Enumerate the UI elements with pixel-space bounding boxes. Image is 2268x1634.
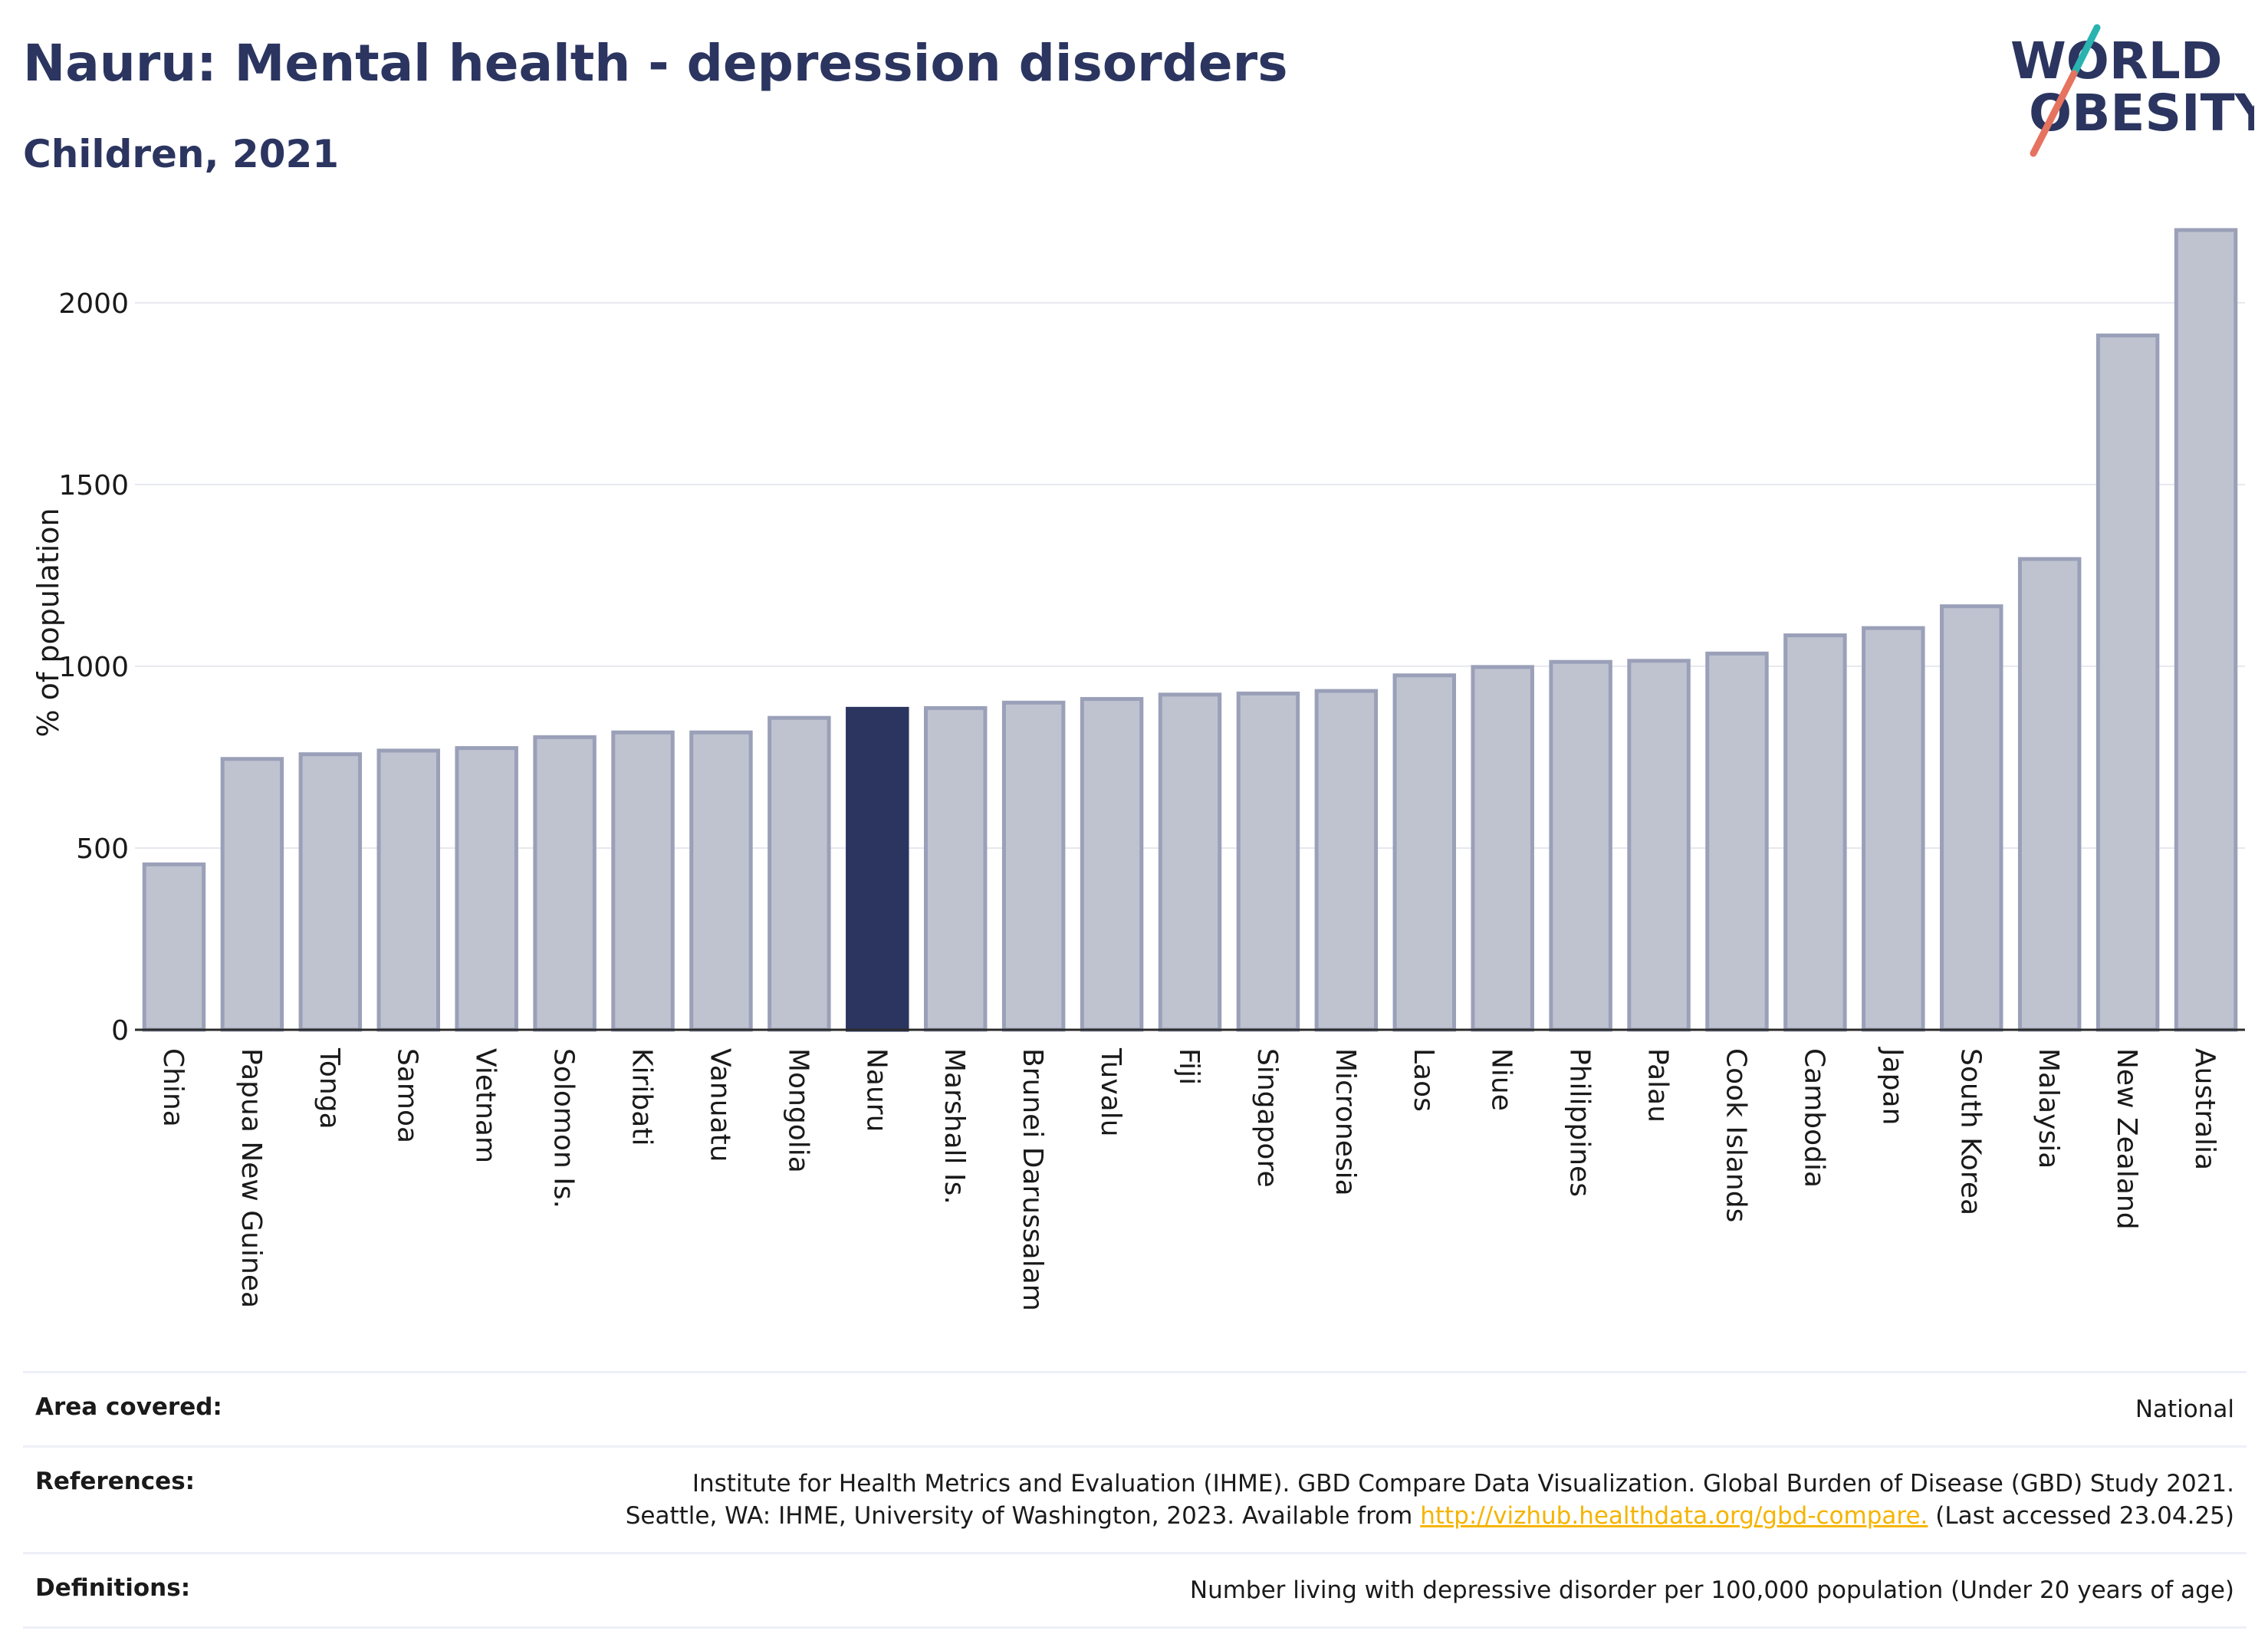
bar-brunei-darussalam [1001, 700, 1066, 1032]
x-tick-label: Japan [1876, 1047, 1908, 1125]
bar-chart: 0 500 1000 1500 2000 China Papua New Guinea Ton… [31, 228, 2245, 1311]
references-line2-post: (Last accessed 23.04.25) [1928, 1502, 2234, 1530]
x-tick-label: Tonga [314, 1047, 345, 1129]
y-axis-label: % of population [31, 508, 65, 737]
references-label: References: [35, 1468, 196, 1495]
bar-south-korea [1940, 604, 2003, 1032]
bar-nauru [846, 706, 909, 1032]
bar-vietnam [455, 746, 518, 1032]
x-tick-label: Malaysia [2033, 1048, 2064, 1169]
x-tick-label: Mongolia [782, 1048, 814, 1173]
x-tick-label: Solomon Is. [548, 1048, 580, 1208]
x-tick-label: Samoa [392, 1048, 423, 1143]
x-tick-label: South Korea [1954, 1048, 1986, 1215]
x-tick-label: Cook Islands [1720, 1048, 1751, 1222]
chart-footer: Area covered: National References: Insti… [23, 1371, 2247, 1629]
x-tick-label: Vanuatu [704, 1048, 735, 1162]
x-tick-label: Tuvalu [1095, 1047, 1126, 1137]
x-tick-label: Palau [1642, 1048, 1674, 1123]
bar-cambodia [1783, 633, 1847, 1032]
footer-row-references: References: Institute for Health Metrics… [23, 1445, 2247, 1552]
logo-slash-coral [2030, 70, 2078, 157]
bar-japan [1862, 626, 1925, 1032]
x-tick-label: Australia [2189, 1048, 2220, 1170]
x-tick-label: Fiji [1173, 1048, 1205, 1085]
x-tick-label: Kiribati [626, 1048, 658, 1146]
x-tick-label: China [157, 1048, 189, 1127]
bars [142, 228, 2238, 1032]
x-tick-label: Brunei Darussalam [1017, 1048, 1048, 1311]
bar-new-zealand [2095, 333, 2160, 1032]
references-link[interactable]: http://vizhub.healthdata.org/gbd-compare… [1420, 1502, 1928, 1530]
y-tick-label: 500 [76, 833, 129, 865]
bar-micronesia [1314, 689, 1379, 1032]
bar-cook-islands [1705, 651, 1769, 1032]
definitions-value: Number living with depressive disorder p… [1189, 1576, 2234, 1604]
bar-tuvalu [1080, 697, 1144, 1032]
y-tick-label: 0 [111, 1015, 129, 1047]
y-tick-label: 1500 [58, 470, 129, 501]
bar-kiribati [611, 730, 675, 1032]
chart-subtitle: Children, 2021 [23, 132, 340, 176]
bar-laos [1392, 673, 1457, 1032]
x-tick-label: Papua New Guinea [235, 1048, 267, 1308]
x-tick-label: New Zealand [2111, 1048, 2142, 1230]
axes: 0 500 1000 1500 2000 China Papua New Guinea Ton… [58, 288, 2245, 1311]
bar-fiji [1158, 692, 1222, 1032]
x-tick-label: Nauru [860, 1048, 892, 1132]
y-tick-label: 1000 [58, 652, 129, 683]
y-tick-label: 2000 [58, 288, 129, 320]
x-tick-label: Philippines [1564, 1048, 1596, 1197]
bar-tonga [298, 752, 363, 1032]
x-tick-label: Singapore [1251, 1048, 1283, 1188]
chart-title: Nauru: Mental health - depression disord… [23, 34, 1288, 93]
bar-niue [1471, 665, 1534, 1032]
world-obesity-logo: WORLD OBESITY [2010, 24, 2254, 157]
logo-word-world: WORLD [2010, 31, 2223, 90]
area-covered-label: Area covered: [35, 1393, 222, 1421]
bar-philippines [1549, 659, 1612, 1032]
x-tick-label: Cambodia [1798, 1048, 1829, 1188]
bar-palau [1627, 659, 1691, 1032]
definitions-label: Definitions: [35, 1574, 191, 1602]
footer-row-area: Area covered: National [23, 1371, 2247, 1445]
bar-china [142, 862, 206, 1032]
area-covered-value: National [2135, 1396, 2234, 1423]
bar-malaysia [2017, 557, 2082, 1032]
x-tick-label: Laos [1408, 1048, 1439, 1112]
references-line2-pre: Seattle, WA: IHME, University of Washing… [625, 1502, 1421, 1530]
footer-row-definitions: Definitions: Number living with depressi… [23, 1552, 2247, 1629]
bar-australia [2174, 228, 2238, 1032]
logo-slash-teal [2070, 24, 2101, 77]
x-tick-label: Vietnam [470, 1048, 501, 1163]
bar-marshall-is [923, 705, 988, 1032]
bar-solomon-is [533, 735, 597, 1032]
references-line1: Institute for Health Metrics and Evaluat… [692, 1470, 2234, 1498]
x-tick-label: Micronesia [1330, 1048, 1361, 1196]
bar-singapore [1236, 691, 1300, 1032]
references-value: Institute for Health Metrics and Evaluat… [626, 1468, 2234, 1532]
x-tick-label: Marshall Is. [938, 1048, 970, 1205]
bar-samoa [376, 748, 440, 1032]
bar-vanuatu [689, 730, 753, 1032]
bar-papua-new-guinea [220, 757, 284, 1032]
x-tick-label: Niue [1486, 1048, 1517, 1111]
bar-mongolia [768, 715, 831, 1032]
